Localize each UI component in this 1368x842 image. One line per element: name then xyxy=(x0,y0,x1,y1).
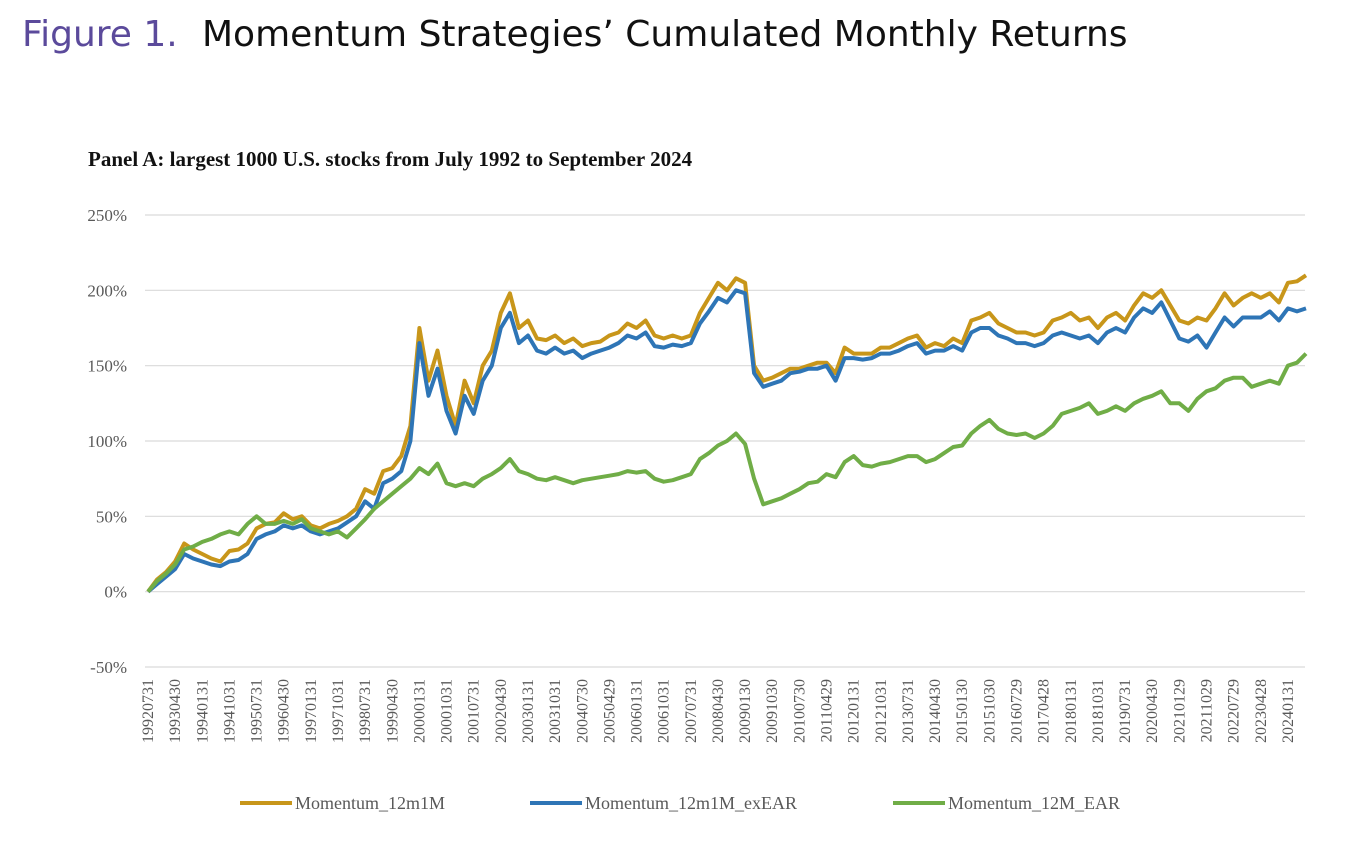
series-line xyxy=(146,288,1307,594)
x-tick-label: 20060131 xyxy=(629,679,646,743)
y-tick-label: 200% xyxy=(87,281,127,300)
x-tick-label: 20100730 xyxy=(791,679,808,743)
x-tick-label: 19960430 xyxy=(276,679,293,743)
x-tick-label: 20121031 xyxy=(873,679,890,743)
y-tick-label: -50% xyxy=(90,658,127,677)
x-tick-label: 19980731 xyxy=(357,679,374,743)
x-tick-label: 19971031 xyxy=(330,679,347,743)
x-tick-label: 20190731 xyxy=(1117,679,1134,743)
x-tick-label: 19930430 xyxy=(167,679,184,743)
chart-subtitle: Panel A: largest 1000 U.S. stocks from J… xyxy=(88,147,693,171)
x-tick-label: 20040730 xyxy=(574,679,591,743)
x-tick-label: 20170428 xyxy=(1036,679,1053,743)
x-tick-label: 20180131 xyxy=(1063,679,1080,743)
x-tick-label: 19920731 xyxy=(140,679,157,743)
figure-label: Figure 1. xyxy=(22,14,178,55)
x-tick-label: 20140430 xyxy=(927,679,944,743)
series-line xyxy=(146,273,1308,593)
x-tick-label: 20150130 xyxy=(954,679,971,743)
legend-label: Momentum_12m1M xyxy=(295,793,445,813)
x-tick-label: 19950731 xyxy=(249,679,266,743)
legend-label: Momentum_12m1M_exEAR xyxy=(585,793,797,813)
x-tick-label: 20001031 xyxy=(439,679,456,743)
x-tick-label: 20080430 xyxy=(710,679,727,743)
x-tick-label: 19940131 xyxy=(194,679,211,743)
x-tick-label: 19970131 xyxy=(303,679,320,743)
x-tick-label: 20050429 xyxy=(601,679,618,743)
legend-label: Momentum_12M_EAR xyxy=(948,793,1120,813)
x-tick-label: 20220729 xyxy=(1226,679,1243,743)
x-tick-label: 20110429 xyxy=(819,679,836,742)
y-tick-label: 100% xyxy=(87,432,127,451)
x-tick-label: 19941031 xyxy=(221,679,238,743)
series-line xyxy=(146,352,1308,593)
y-tick-label: 0% xyxy=(104,583,127,602)
x-tick-label: 20061031 xyxy=(656,679,673,743)
x-tick-label: 20230428 xyxy=(1253,679,1270,743)
x-tick-label: 20130731 xyxy=(900,679,917,743)
x-tick-label: 20120131 xyxy=(846,679,863,743)
x-tick-label: 20181031 xyxy=(1090,679,1107,743)
x-tick-label: 20240131 xyxy=(1280,679,1297,743)
y-tick-label: 250% xyxy=(87,206,127,225)
y-tick-label: 50% xyxy=(96,507,127,526)
x-tick-label: 20020430 xyxy=(493,679,510,743)
x-tick-label: 20031031 xyxy=(547,679,564,743)
x-tick-label: 20091030 xyxy=(764,679,781,743)
x-tick-label: 19990430 xyxy=(384,679,401,743)
x-tick-label: 20211029 xyxy=(1198,679,1215,742)
x-tick-label: 20070731 xyxy=(683,679,700,743)
x-tick-label: 20000131 xyxy=(411,679,428,743)
x-tick-label: 20210129 xyxy=(1171,679,1188,743)
chart-title: Momentum Strategies’ Cumulated Monthly R… xyxy=(202,14,1128,55)
x-tick-label: 20090130 xyxy=(737,679,754,743)
x-tick-label: 20151030 xyxy=(981,679,998,743)
x-tick-label: 20010731 xyxy=(466,679,483,743)
x-tick-label: 20200430 xyxy=(1144,679,1161,743)
y-tick-label: 150% xyxy=(87,357,127,376)
x-tick-label: 20030131 xyxy=(520,679,537,743)
x-tick-label: 20160729 xyxy=(1009,679,1026,743)
